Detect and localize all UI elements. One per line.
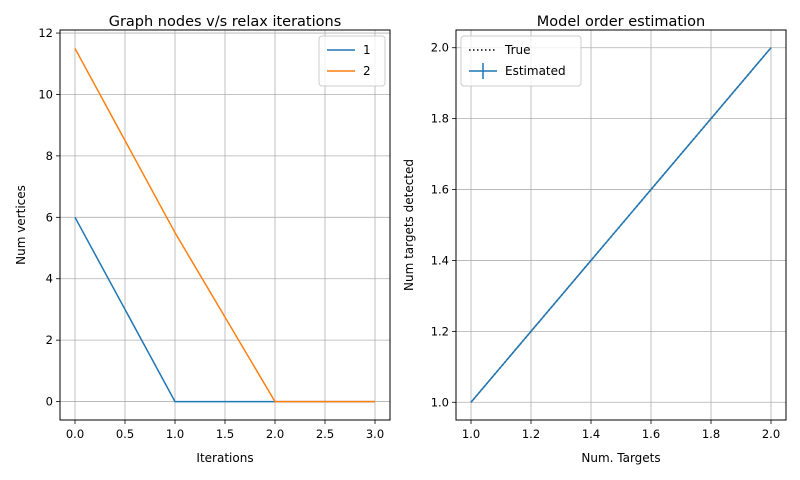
- right-legend: True Estimated: [460, 35, 582, 87]
- right-xtick-label: 1.2: [522, 427, 540, 441]
- right-series-line-estimated: [470, 47, 772, 403]
- left-series-line-2: [74, 48, 375, 403]
- left-xlabel: Iterations: [196, 451, 253, 465]
- right-xtick-label: 1.0: [462, 427, 480, 441]
- left-legend: 12: [318, 35, 386, 87]
- left-xticks: 0.0 0.5 1.0 1.5 2.0 2.5 3.0: [66, 420, 384, 441]
- left-title: Graph nodes v/s relax iterations: [109, 14, 342, 30]
- right-ytick-label: 1.4: [431, 253, 449, 267]
- left-ylabel: Num vertices: [14, 185, 28, 265]
- left-xtick-label: 2.0: [266, 427, 284, 441]
- left-xtick-label: 1.0: [166, 427, 184, 441]
- right-legend-label: True: [504, 43, 531, 57]
- right-ylabel: Num targets detected: [402, 159, 416, 291]
- right-xtick-label: 1.4: [582, 427, 600, 441]
- left-ytick-label: 2: [46, 333, 53, 347]
- left-legend-label: 2: [363, 64, 371, 78]
- left-yticks: 0 2 4 6 8 10 12: [38, 26, 60, 409]
- left-xtick-label: 2.5: [316, 427, 334, 441]
- right-series-group: [470, 47, 772, 403]
- left-ytick-label: 10: [38, 87, 53, 101]
- chart-right: 1.0 1.2 1.4 1.6 1.8 2.0 1.0 1.2 1.4 1.6 1.8 2.0 Mo…: [402, 14, 787, 465]
- right-plot-frame: [455, 29, 787, 421]
- right-grid: [456, 30, 786, 420]
- left-xtick-label: 1.5: [216, 427, 234, 441]
- right-ytick-label: 1.8: [431, 112, 449, 126]
- left-ytick-label: 8: [46, 149, 53, 163]
- right-ytick-label: 1.0: [431, 395, 449, 409]
- left-xtick-label: 0.5: [116, 427, 134, 441]
- right-yticks: 1.0 1.2 1.4 1.6 1.8 2.0: [431, 41, 456, 409]
- right-legend-box: [460, 35, 582, 87]
- right-legend-label: Estimated: [505, 64, 566, 78]
- left-grid: [60, 30, 390, 420]
- left-ytick-label: 0: [46, 395, 53, 409]
- right-xtick-label: 1.8: [702, 427, 720, 441]
- left-legend-label: 1: [363, 43, 371, 57]
- left-ytick-label: 6: [46, 210, 53, 224]
- left-legend-box: [318, 35, 386, 87]
- right-ytick-label: 2.0: [431, 41, 449, 55]
- right-xtick-label: 1.6: [642, 427, 660, 441]
- left-xtick-label: 3.0: [366, 427, 384, 441]
- right-title: Model order estimation: [537, 14, 705, 30]
- left-ytick-label: 12: [38, 26, 53, 40]
- right-xtick-label: 2.0: [762, 427, 780, 441]
- left-series-group: [74, 48, 375, 403]
- right-ytick-label: 1.2: [431, 324, 449, 338]
- right-ytick-label: 1.6: [431, 183, 449, 197]
- left-ytick-label: 4: [46, 272, 53, 286]
- right-xlabel: Num. Targets: [581, 451, 660, 465]
- right-xticks: 1.0 1.2 1.4 1.6 1.8 2.0: [462, 420, 780, 441]
- left-xtick-label: 0.0: [66, 427, 84, 441]
